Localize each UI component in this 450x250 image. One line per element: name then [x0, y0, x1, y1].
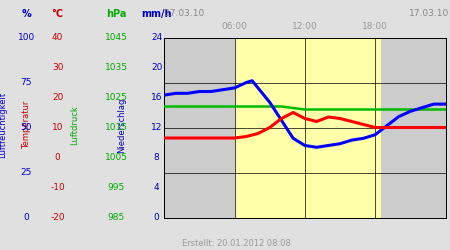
Text: 24: 24: [151, 33, 162, 42]
Text: 1005: 1005: [104, 153, 128, 162]
Text: 17.03.10: 17.03.10: [409, 9, 449, 18]
Text: 20: 20: [151, 63, 162, 72]
Text: 75: 75: [20, 78, 32, 87]
Text: 995: 995: [108, 183, 125, 192]
Text: 12: 12: [151, 123, 162, 132]
Text: Erstellt: 20.01.2012 08:08: Erstellt: 20.01.2012 08:08: [182, 238, 291, 248]
Text: 0: 0: [55, 153, 60, 162]
Text: 0: 0: [23, 213, 29, 222]
Text: Luftdruck: Luftdruck: [70, 105, 79, 145]
Text: 40: 40: [52, 33, 63, 42]
Text: 4: 4: [154, 183, 159, 192]
Text: 1045: 1045: [105, 33, 127, 42]
Text: 985: 985: [108, 213, 125, 222]
Text: 10: 10: [52, 123, 63, 132]
Text: 1025: 1025: [105, 93, 127, 102]
Text: 100: 100: [18, 33, 35, 42]
Text: Niederschlag: Niederschlag: [117, 97, 126, 153]
Text: -20: -20: [50, 213, 65, 222]
Text: 1035: 1035: [104, 63, 128, 72]
Bar: [234, 38, 381, 218]
Text: 0: 0: [154, 213, 159, 222]
Text: mm/h: mm/h: [141, 9, 172, 19]
Text: Temperatur: Temperatur: [22, 101, 32, 149]
Text: 1015: 1015: [104, 123, 128, 132]
Text: %: %: [21, 9, 31, 19]
Text: 17.03.10: 17.03.10: [165, 9, 205, 18]
Text: 20: 20: [52, 93, 63, 102]
Text: 8: 8: [154, 153, 159, 162]
Text: 50: 50: [20, 123, 32, 132]
Text: -10: -10: [50, 183, 65, 192]
Text: °C: °C: [52, 9, 63, 19]
Text: Luftfeuchtigkeit: Luftfeuchtigkeit: [0, 92, 7, 158]
Text: hPa: hPa: [106, 9, 126, 19]
Text: 25: 25: [20, 168, 32, 177]
Text: 16: 16: [151, 93, 162, 102]
Text: 30: 30: [52, 63, 63, 72]
